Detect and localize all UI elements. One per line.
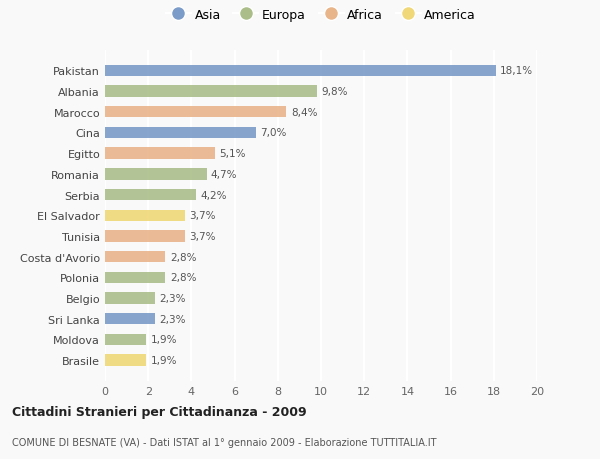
Text: 3,7%: 3,7% bbox=[189, 211, 216, 221]
Legend: Asia, Europa, Africa, America: Asia, Europa, Africa, America bbox=[161, 4, 481, 27]
Text: 7,0%: 7,0% bbox=[260, 128, 287, 138]
Bar bbox=[105, 86, 317, 97]
Text: 1,9%: 1,9% bbox=[151, 355, 177, 365]
Bar bbox=[105, 272, 166, 283]
Bar bbox=[105, 334, 146, 345]
Text: 3,7%: 3,7% bbox=[189, 231, 216, 241]
Text: 2,8%: 2,8% bbox=[170, 252, 196, 262]
Text: 2,3%: 2,3% bbox=[159, 293, 185, 303]
Bar bbox=[105, 190, 196, 201]
Bar bbox=[105, 148, 215, 159]
Bar bbox=[105, 313, 155, 325]
Text: COMUNE DI BESNATE (VA) - Dati ISTAT al 1° gennaio 2009 - Elaborazione TUTTITALIA: COMUNE DI BESNATE (VA) - Dati ISTAT al 1… bbox=[12, 437, 437, 447]
Bar bbox=[105, 66, 496, 77]
Text: 1,9%: 1,9% bbox=[151, 335, 177, 345]
Text: 9,8%: 9,8% bbox=[321, 87, 347, 97]
Text: 2,8%: 2,8% bbox=[170, 273, 196, 283]
Text: 5,1%: 5,1% bbox=[220, 149, 246, 159]
Text: 4,7%: 4,7% bbox=[211, 169, 238, 179]
Text: 4,2%: 4,2% bbox=[200, 190, 227, 200]
Bar bbox=[105, 355, 146, 366]
Bar bbox=[105, 231, 185, 242]
Text: 8,4%: 8,4% bbox=[291, 107, 317, 118]
Text: Cittadini Stranieri per Cittadinanza - 2009: Cittadini Stranieri per Cittadinanza - 2… bbox=[12, 405, 307, 419]
Bar bbox=[105, 252, 166, 263]
Bar bbox=[105, 210, 185, 221]
Text: 2,3%: 2,3% bbox=[159, 314, 185, 324]
Bar bbox=[105, 169, 206, 180]
Text: 18,1%: 18,1% bbox=[500, 66, 533, 76]
Bar bbox=[105, 107, 286, 118]
Bar bbox=[105, 293, 155, 304]
Bar bbox=[105, 128, 256, 139]
